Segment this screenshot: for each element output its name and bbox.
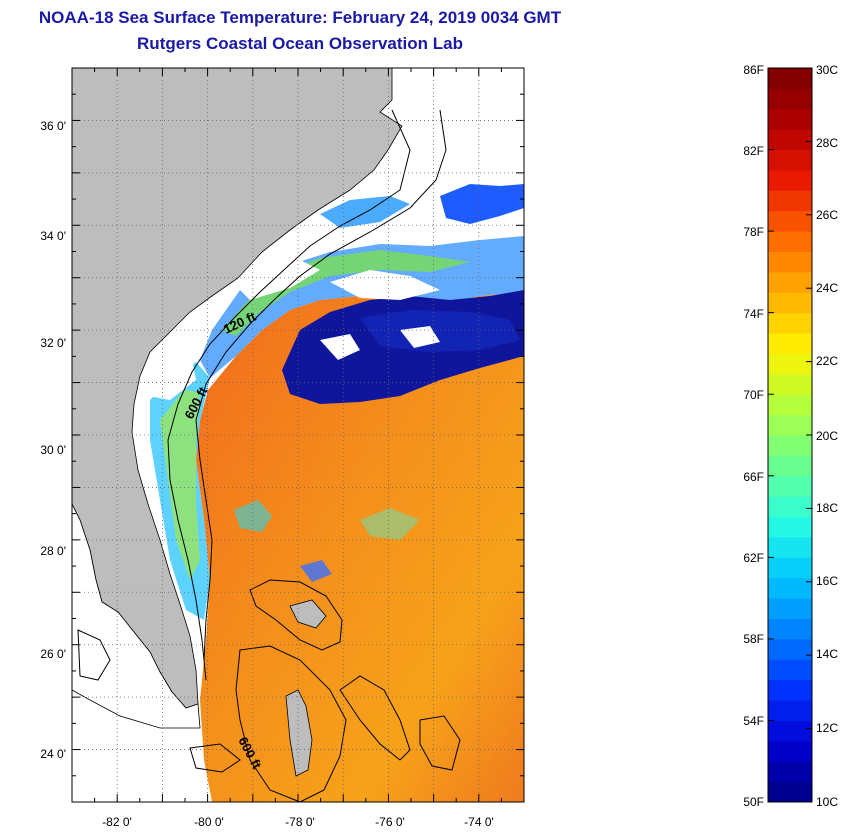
dark-blue-region-2 <box>360 310 520 352</box>
lat-label: 30 0' <box>40 443 66 457</box>
contour-120ft <box>167 109 411 681</box>
map-subtitle: Rutgers Coastal Ocean Observation Lab <box>137 34 463 53</box>
bahamas-island <box>285 689 313 777</box>
cloud-patch <box>148 350 196 400</box>
cloud-patch <box>320 334 360 360</box>
coastal-green-strip <box>160 390 200 580</box>
land-outline <box>72 503 201 729</box>
lon-label: -82 0' <box>102 815 132 829</box>
lat-label: 36 0' <box>40 119 66 133</box>
cold-water-patch <box>440 184 524 224</box>
cool-eddy <box>360 508 420 540</box>
lon-label: -76 0' <box>375 815 405 829</box>
warm-water-region <box>196 292 524 802</box>
cloud-patch <box>230 260 320 300</box>
contour-bahamas <box>339 675 411 761</box>
lon-label: -78 0' <box>285 815 315 829</box>
bahamas-island <box>289 599 327 629</box>
lat-label: 28 0' <box>40 544 66 558</box>
cold-water-patch <box>320 196 410 228</box>
map-canvas <box>72 68 524 802</box>
contour-keys <box>77 629 111 681</box>
map-title: NOAA-18 Sea Surface Temperature: Februar… <box>38 8 562 27</box>
gridlines <box>72 68 524 802</box>
contour-keys <box>189 743 241 773</box>
lon-label: -74 0' <box>464 815 494 829</box>
contour-bahamas <box>419 715 461 771</box>
contour-bahamas <box>235 645 347 802</box>
cloud-patch <box>400 326 440 348</box>
lon-label: -80 0' <box>194 815 224 829</box>
contour-600ft <box>195 109 447 661</box>
axis-ticks <box>71 67 525 803</box>
lat-label: 34 0' <box>40 229 66 243</box>
lat-label: 32 0' <box>40 336 66 350</box>
contour-bahamas <box>249 579 343 651</box>
lat-label: 26 0' <box>40 647 66 661</box>
lat-label: 24 0' <box>40 747 66 761</box>
cool-eddy <box>300 560 332 582</box>
